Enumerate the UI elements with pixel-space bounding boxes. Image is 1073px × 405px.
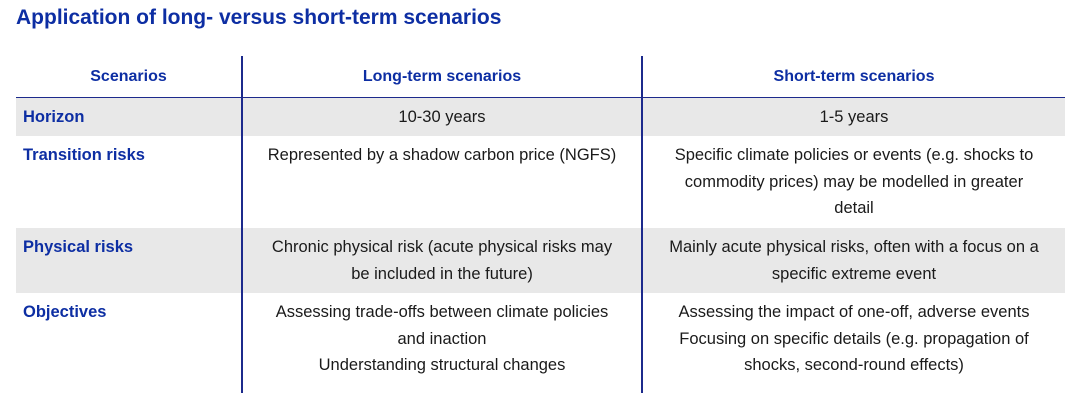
row-label-objectives: Objectives: [23, 303, 107, 321]
cell-objectives-long-line: and inaction: [397, 329, 487, 348]
cell-transition-short-line: Specific climate policies or events (e.g…: [674, 146, 1034, 164]
table-header: Scenarios Long-term scenarios Short-term…: [16, 56, 1065, 98]
cell-objectives-long-line: Assessing trade-offs between climate pol…: [275, 303, 609, 321]
scenario-table: Scenarios Long-term scenarios Short-term…: [16, 56, 1065, 393]
header-short-term: Short-term scenarios: [773, 67, 935, 85]
cell-physical-long-line: Chronic physical risk (acute physical ri…: [271, 238, 613, 256]
table-row-objectives: Objectives Assessing trade-offs between …: [16, 293, 1065, 393]
cell-physical-long-line: be included in the future): [351, 264, 533, 283]
table-row-transition-risks: Transition risks Represented by a shadow…: [16, 136, 1065, 228]
cell-objectives-long-line: Understanding structural changes: [318, 356, 566, 374]
header-long-term: Long-term scenarios: [362, 67, 522, 85]
cell-objectives-short-line: shocks, second-round effects): [744, 356, 964, 374]
row-label-transition-risks: Transition risks: [23, 146, 145, 164]
cell-horizon-long: 10-30 years: [398, 108, 486, 126]
row-label-horizon: Horizon: [23, 108, 85, 126]
cell-transition-short-line: detail: [834, 199, 874, 217]
cell-physical-short-line: Mainly acute physical risks, often with …: [669, 238, 1039, 256]
page-title: Application of long- versus short-term s…: [16, 6, 502, 29]
cell-transition-short-line: commodity prices) may be modelled in gre…: [684, 172, 1024, 191]
header-scenarios: Scenarios: [90, 67, 167, 85]
cell-objectives-short-line: Focusing on specific details (e.g. propa…: [679, 329, 1029, 348]
table-row-horizon: Horizon 10-30 years 1-5 years: [16, 98, 1065, 136]
cell-physical-short-line: specific extreme event: [771, 264, 937, 283]
cell-objectives-short-line: Assessing the impact of one-off, adverse…: [678, 303, 1030, 321]
cell-horizon-short: 1-5 years: [819, 108, 889, 126]
cell-transition-long-line: Represented by a shadow carbon price (NG…: [267, 146, 617, 164]
table-row-physical-risks: Physical risks Chronic physical risk (ac…: [16, 228, 1065, 293]
row-label-physical-risks: Physical risks: [23, 238, 134, 256]
